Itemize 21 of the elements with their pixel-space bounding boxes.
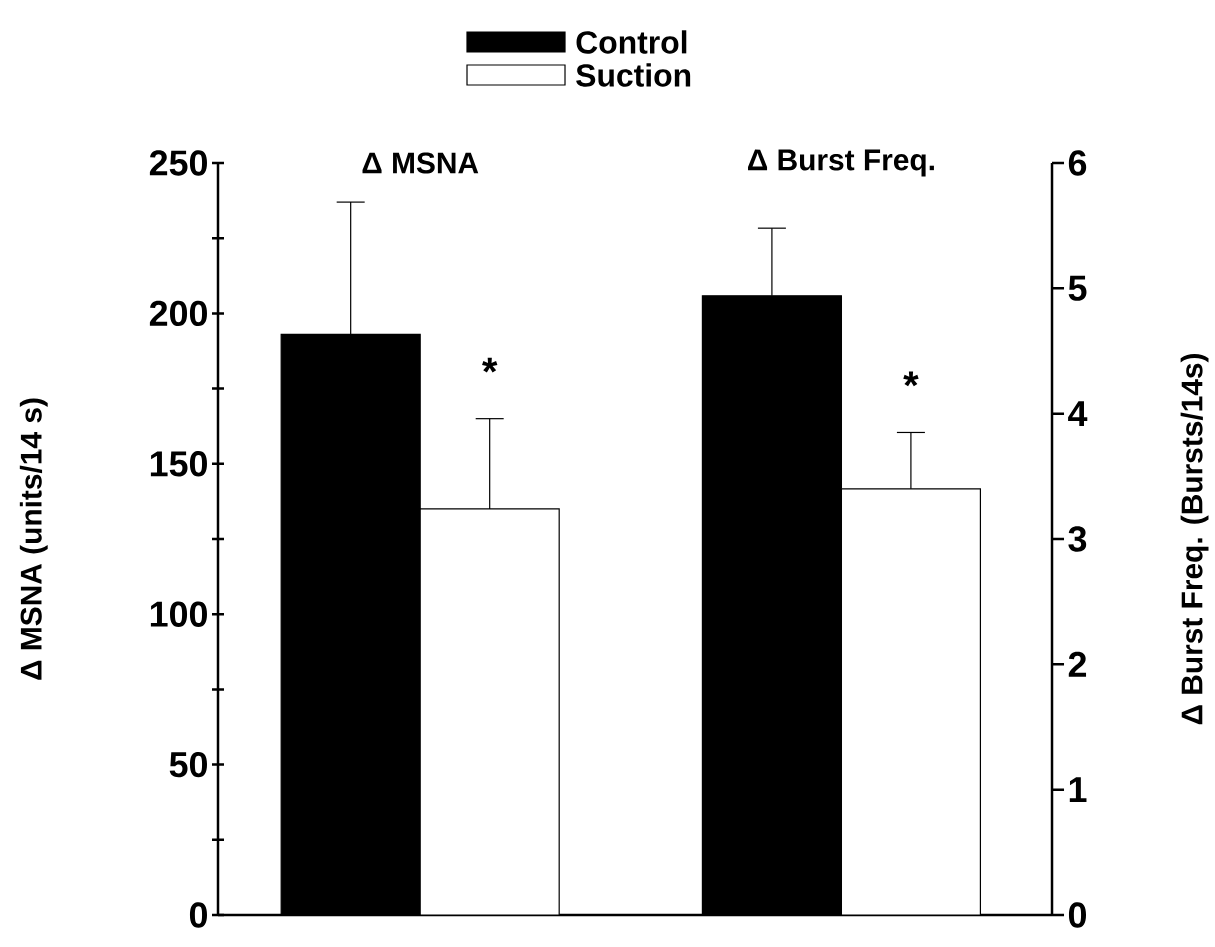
- y2-tick-label: 1: [1069, 777, 1087, 802]
- y-tick-label: 150: [150, 451, 207, 477]
- y-tick-label: 50: [169, 751, 207, 778]
- y-tick-label: 250: [149, 150, 207, 176]
- y2-tick-label: 2: [1068, 651, 1087, 677]
- x-tick-label: Δ MSNA: [362, 152, 479, 174]
- y-axis-title: Δ MSNA (units/14 s): [19, 398, 48, 680]
- y-tick-label: 100: [150, 601, 207, 627]
- x-tick-label: Δ Burst Freq.: [748, 149, 934, 177]
- legend-label: Control: [576, 30, 687, 54]
- y2-axis-title: Δ Burst Freq. (Bursts/14s): [1180, 353, 1209, 725]
- y-tick-label: 0: [189, 902, 207, 928]
- y2-tick-label: 6: [1068, 150, 1087, 176]
- annotation: *: [903, 371, 919, 387]
- y2-tick-label: 5: [1068, 275, 1087, 301]
- y2-tick-label: 4: [1068, 401, 1088, 426]
- y-tick-label: 200: [149, 300, 207, 327]
- y2-tick-label: 3: [1068, 526, 1087, 552]
- legend-label: Suction: [576, 63, 691, 87]
- annotation: *: [482, 357, 498, 373]
- y2-tick-label: 0: [1068, 902, 1087, 928]
